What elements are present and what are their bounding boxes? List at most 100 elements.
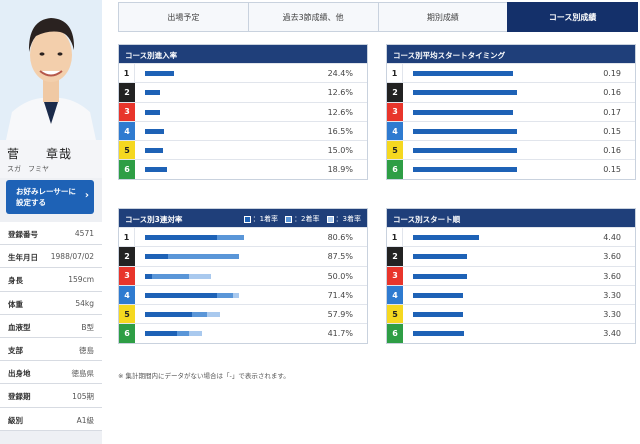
lane-number: 5	[119, 141, 135, 160]
start-timing-value: 0.17	[603, 107, 621, 117]
entry-rate-value: 12.6%	[327, 88, 353, 98]
legend-swatch	[243, 215, 251, 223]
lane-number: 1	[387, 64, 403, 83]
table-row: 4 71.4%	[119, 284, 367, 305]
start-timing-bar	[413, 128, 517, 134]
lane-number: 4	[119, 121, 135, 141]
table-row: 1 80.6%	[119, 227, 367, 247]
set-favorite-button[interactable]: お好みレーサーに設定する ›	[6, 180, 94, 214]
racer-kana: スガ フミヤ	[7, 165, 49, 173]
panel-start-order: コース別スタート順 1 4.40 2 3.60 3 3.60 4 3.30 5 3.30 6 3.40	[386, 208, 636, 344]
start-timing-bar	[413, 90, 517, 96]
tab-bar: 出場予定 過去3節成績、他 期別成績 コース別成績	[118, 2, 638, 32]
table-row: 3 12.6%	[119, 101, 367, 121]
lane-number: 6	[119, 324, 135, 343]
profile-value: A1級	[76, 415, 94, 425]
win-rate-bar	[145, 292, 217, 298]
start-timing-bar	[413, 71, 513, 76]
table-row: 2 0.16	[387, 82, 635, 102]
lane-number: 4	[119, 285, 135, 305]
entry-rate-bar	[145, 128, 165, 134]
top3-rate-value: 87.5%	[327, 252, 353, 262]
tab-2[interactable]: 過去3節成績、他	[247, 2, 378, 32]
profile-value: 徳島県	[71, 369, 95, 379]
tab-4[interactable]: コース別成績	[507, 2, 638, 32]
profile-key: 級別	[8, 415, 23, 425]
start-timing-bar	[413, 148, 517, 154]
profile-value: 1988/07/02	[50, 252, 94, 262]
profile-value: 159cm	[68, 275, 94, 285]
tab-1[interactable]: 出場予定	[118, 2, 248, 32]
table-row: 5 15.0%	[119, 140, 367, 160]
entry-rate-bar	[145, 71, 174, 76]
profile-row: 登録期 105期	[0, 384, 102, 408]
lane-number: 1	[119, 228, 135, 247]
panel-title: コース別平均スタートタイミング	[393, 51, 506, 60]
profile-table: 登録番号 4571 生年月日 1988/07/02 身長 159cm 体重 54kg 血液型 B型…	[0, 222, 102, 431]
table-row: 6 0.15	[387, 159, 635, 179]
top3-rate-value: 57.9%	[327, 310, 353, 320]
start-timing-value: 0.19	[603, 69, 621, 78]
panel-entry-rate: コース別進入率 1 24.4% 2 12.6% 3 12.6% 4 16.5% 5 15.0% 6 1…	[118, 44, 368, 180]
start-order-bar	[413, 312, 463, 318]
start-timing-value: 0.15	[603, 126, 621, 136]
name-block: 菅 章哉 スガ フミヤ	[0, 140, 102, 178]
third-rate-bar	[189, 331, 202, 337]
third-rate-bar	[207, 312, 220, 318]
entry-rate-bar	[145, 148, 163, 154]
profile-key: 体重	[8, 299, 23, 309]
entry-rate-bar	[145, 167, 168, 173]
tab-3[interactable]: 期別成績	[377, 2, 508, 32]
panel-avg-start-timing: コース別平均スタートタイミング 1 0.19 2 0.16 3 0.17 4 0.15 5 0.1…	[386, 44, 636, 180]
entry-rate-bar	[145, 109, 160, 115]
third-rate-bar	[233, 292, 239, 298]
win-rate-bar	[145, 235, 217, 240]
lane-number: 3	[387, 102, 403, 121]
panel-title: コース別スタート順	[393, 215, 461, 224]
lane-number: 1	[119, 64, 135, 83]
entry-rate-value: 24.4%	[327, 69, 353, 78]
second-rate-bar	[191, 312, 208, 318]
profile-value: 54kg	[75, 298, 94, 308]
lane-number: 2	[387, 83, 403, 102]
lane-number: 4	[387, 285, 403, 305]
profile-key: 登録番号	[8, 230, 38, 239]
panel-top3-rate: コース別3連対率 ：1着率 ：2着率 ：3着率 1 80.6% 2 87.5% 3 50.…	[118, 208, 368, 344]
profile-key: 出身地	[8, 369, 31, 379]
third-rate-bar	[189, 273, 212, 279]
profile-row: 生年月日 1988/07/02	[0, 245, 102, 269]
lane-number: 2	[119, 83, 135, 102]
profile-row: 血液型 B型	[0, 314, 102, 338]
entry-rate-value: 12.6%	[327, 107, 353, 117]
lane-number: 3	[387, 266, 403, 285]
start-order-bar	[413, 273, 467, 279]
table-row: 2 3.60	[387, 246, 635, 266]
lane-number: 6	[387, 324, 403, 343]
panel-header: コース別平均スタートタイミング	[387, 45, 635, 63]
top3-rate-value: 80.6%	[327, 233, 353, 242]
entry-rate-value: 16.5%	[327, 126, 353, 136]
table-row: 1 24.4%	[119, 63, 367, 83]
start-order-bar	[413, 235, 479, 240]
legend-item: ：3着率	[326, 214, 361, 224]
footnote: ※ 集計期間内にデータがない場合は「-」で表示されます。	[118, 372, 290, 380]
start-timing-bar	[413, 109, 513, 115]
lane-number: 5	[387, 141, 403, 160]
table-row: 4 16.5%	[119, 120, 367, 141]
win-rate-bar	[145, 254, 169, 260]
win-rate-bar	[145, 312, 192, 318]
start-order-bar	[413, 292, 463, 298]
profile-key: 生年月日	[8, 253, 38, 263]
table-row: 3 0.17	[387, 101, 635, 121]
win-rate-bar	[145, 331, 177, 337]
top3-rate-value: 50.0%	[327, 271, 353, 281]
panel-title: コース別進入率	[125, 51, 178, 60]
profile-value: B型	[81, 322, 94, 332]
table-row: 1 0.19	[387, 63, 635, 83]
start-timing-value: 0.16	[603, 146, 621, 156]
set-favorite-label: お好みレーサーに設定する	[16, 187, 76, 207]
table-row: 5 3.30	[387, 304, 635, 324]
start-timing-value: 0.15	[603, 165, 621, 175]
start-order-value: 3.40	[603, 329, 621, 339]
start-order-value: 3.30	[603, 310, 621, 320]
